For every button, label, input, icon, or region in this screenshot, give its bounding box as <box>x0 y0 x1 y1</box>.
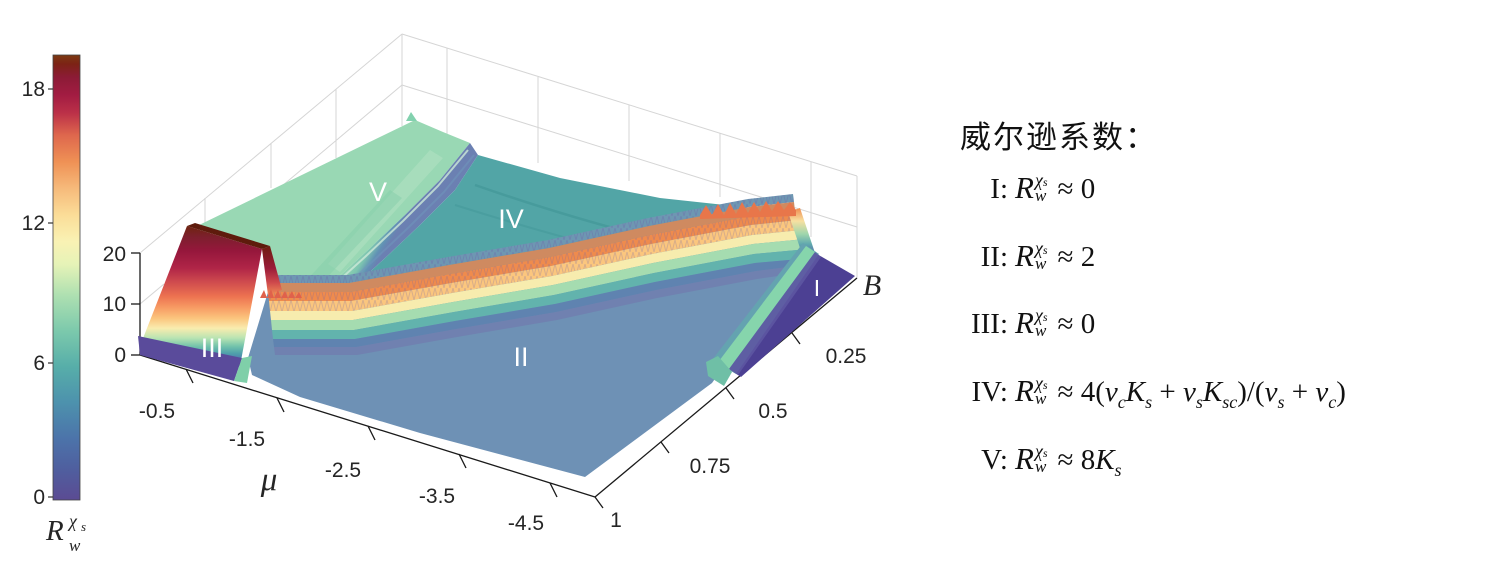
colorbar: 18 12 6 0 R χ s w <box>22 54 86 555</box>
region-label-v: V <box>369 177 387 207</box>
iii-edge-strip <box>234 356 252 383</box>
legend-numeral: IV: <box>971 376 1008 408</box>
ridge-band <box>270 230 805 320</box>
z-tick-10: 10 <box>103 293 126 316</box>
ridge-band <box>271 239 808 330</box>
ridge-front-moire <box>268 211 801 311</box>
legend-formula: ≈ 2 <box>1057 241 1096 273</box>
legend-formula: ≈ 0 <box>1057 308 1096 340</box>
peak-wall-top <box>187 223 270 249</box>
svg-text:s: s <box>81 519 86 534</box>
ridge-back-band <box>267 202 795 292</box>
i-ridge-shadow <box>729 252 821 375</box>
axes-lines <box>131 252 858 509</box>
ridge-back-moire <box>266 194 794 283</box>
colorbar-gradient <box>52 54 81 501</box>
region-label-iv: IV <box>498 204 524 234</box>
peak-wall-face <box>140 226 262 366</box>
y-tick: 0.25 <box>826 345 867 368</box>
wall-foot-spikes <box>260 289 302 298</box>
legend-formula: ≈ 8Ks <box>1057 444 1122 480</box>
ridge-fringe <box>274 264 813 355</box>
svg-text:χ: χ <box>67 511 78 531</box>
colorbar-tick: 12 <box>22 212 45 235</box>
legend-formula: ≈ 4(vcKs + vsKsc)/(vs + vc) <box>1057 376 1346 412</box>
legend-title: 威尔逊系数： <box>960 120 1158 155</box>
region-v-contour-band <box>305 190 402 290</box>
ridge-crest-spikes <box>700 201 796 219</box>
region-v-surface <box>195 120 470 300</box>
y-tick: 0.75 <box>690 455 731 478</box>
x-tick: -2.5 <box>325 459 361 482</box>
z-tick-20: 20 <box>103 243 126 266</box>
x-tick: -4.5 <box>508 512 544 535</box>
ridge-end-face <box>788 208 816 260</box>
grid-lines <box>139 33 858 305</box>
y-tick: 1 <box>610 509 622 532</box>
peak-wall-side <box>262 246 282 295</box>
legend-numeral: I: <box>990 173 1008 205</box>
region-label-iii: III <box>201 333 224 363</box>
x-tick: -0.5 <box>139 400 175 423</box>
v-apex-spike <box>406 112 417 121</box>
i-ridge-crest <box>719 246 815 369</box>
i-ridge-foot <box>706 356 732 386</box>
colorbar-tick: 18 <box>22 78 45 101</box>
y-tick: 0.5 <box>758 400 787 423</box>
legend-numeral: III: <box>970 308 1008 340</box>
ridge-band <box>273 258 812 347</box>
x-tick: -3.5 <box>419 485 455 508</box>
colorbar-tick: 6 <box>33 352 45 375</box>
x-axis-label: μ <box>260 462 278 498</box>
region-label-ii: II <box>513 342 528 372</box>
v-iv-step-band <box>305 143 478 310</box>
y-axis-label: B <box>863 269 881 302</box>
colorbar-tick: 0 <box>33 486 45 509</box>
x-tick: -1.5 <box>229 428 265 451</box>
ridge-band <box>272 249 811 339</box>
legend-formula: ≈ 0 <box>1057 173 1096 205</box>
colorbar-title: R χ s w <box>45 511 86 555</box>
region-label-i: I <box>814 275 820 301</box>
svg-text:R: R <box>45 515 64 547</box>
legend-numeral: V: <box>981 444 1008 476</box>
region-iii-surface <box>138 336 242 381</box>
svg-text:w: w <box>69 536 81 555</box>
z-tick-0: 0 <box>114 344 126 367</box>
legend-numeral: II: <box>980 241 1008 273</box>
